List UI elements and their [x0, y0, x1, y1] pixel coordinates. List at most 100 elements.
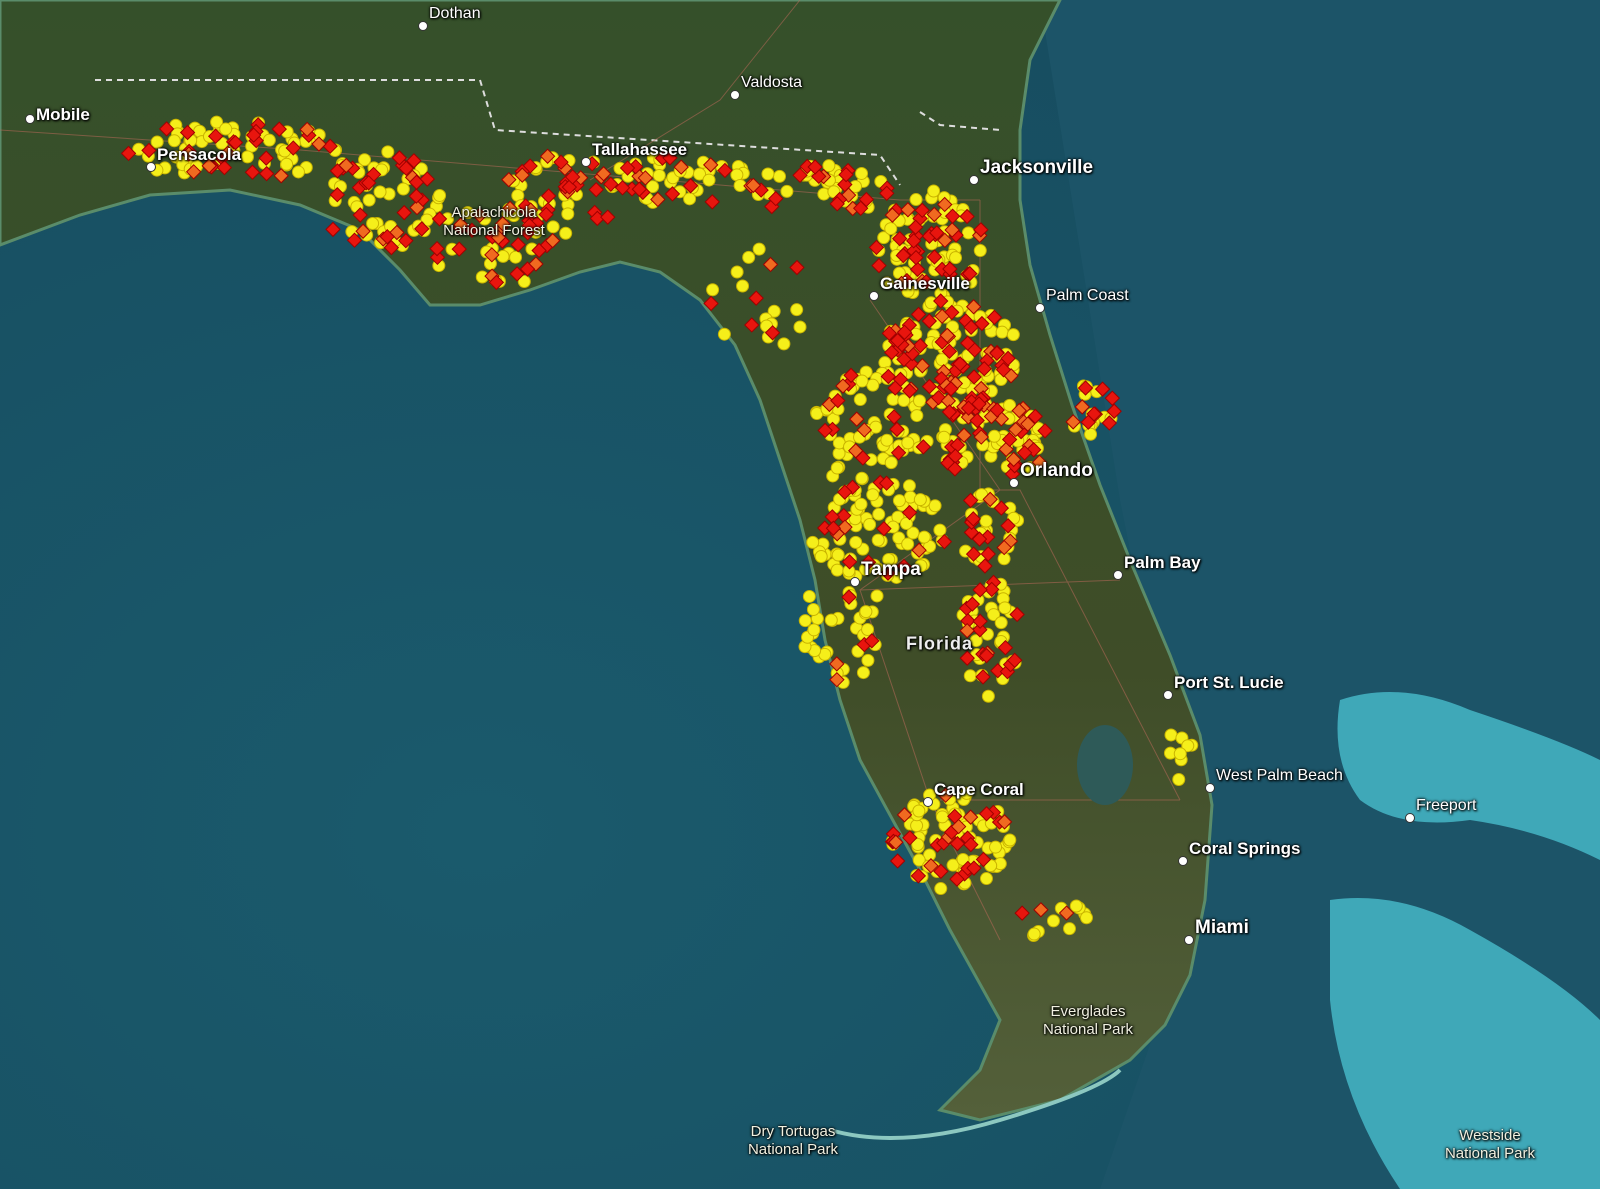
diamond-marker[interactable]: [650, 191, 666, 208]
diamond-marker[interactable]: [495, 216, 511, 232]
circle-marker[interactable]: [902, 479, 916, 493]
circle-marker[interactable]: [933, 523, 947, 537]
circle-marker[interactable]: [866, 378, 880, 392]
circle-marker[interactable]: [767, 304, 781, 318]
diamond-marker[interactable]: [997, 639, 1014, 656]
city-label-palm-bay[interactable]: Palm Bay: [1124, 553, 1201, 572]
diamond-marker[interactable]: [944, 208, 961, 224]
circle-marker[interactable]: [706, 283, 720, 297]
diamond-marker[interactable]: [895, 247, 911, 264]
diamond-marker[interactable]: [181, 146, 197, 162]
circle-marker[interactable]: [362, 193, 376, 207]
diamond-marker[interactable]: [553, 154, 569, 170]
circle-marker[interactable]: [1003, 398, 1017, 412]
diamond-marker[interactable]: [352, 207, 368, 223]
circle-marker[interactable]: [546, 220, 560, 234]
diamond-marker[interactable]: [595, 166, 612, 182]
diamond-marker[interactable]: [501, 171, 517, 188]
diamond-marker[interactable]: [942, 261, 958, 277]
diamond-marker[interactable]: [673, 159, 689, 175]
diamond-marker[interactable]: [408, 174, 425, 190]
diamond-marker[interactable]: [830, 392, 846, 409]
diamond-marker[interactable]: [962, 265, 978, 282]
diamond-marker[interactable]: [889, 853, 906, 869]
diamond-marker[interactable]: [860, 554, 877, 570]
diamond-marker[interactable]: [837, 519, 853, 535]
diamond-marker[interactable]: [996, 814, 1013, 830]
city-label-gainesville[interactable]: Gainesville: [880, 274, 970, 293]
circle-marker[interactable]: [761, 167, 775, 181]
circle-marker[interactable]: [702, 173, 716, 187]
circle-marker[interactable]: [979, 872, 993, 886]
circle-marker[interactable]: [1084, 427, 1098, 441]
diamond-marker[interactable]: [901, 383, 918, 399]
diamond-marker[interactable]: [996, 539, 1012, 556]
diamond-marker[interactable]: [896, 351, 912, 368]
diamond-marker[interactable]: [993, 500, 1010, 516]
circle-marker[interactable]: [780, 184, 794, 198]
diamond-marker[interactable]: [603, 176, 619, 192]
diamond-marker[interactable]: [1031, 454, 1048, 471]
diamond-marker[interactable]: [244, 164, 261, 180]
diamond-marker[interactable]: [764, 325, 781, 341]
diamond-marker[interactable]: [1001, 431, 1018, 448]
circle-marker[interactable]: [373, 185, 387, 199]
diamond-marker[interactable]: [1086, 406, 1102, 422]
diamond-marker[interactable]: [789, 259, 805, 276]
circle-marker[interactable]: [777, 337, 791, 351]
circle-marker[interactable]: [937, 430, 951, 444]
circle-marker[interactable]: [866, 488, 880, 502]
diamond-marker[interactable]: [338, 157, 354, 174]
circle-marker[interactable]: [433, 188, 447, 202]
diamond-marker[interactable]: [258, 150, 274, 166]
diamond-marker[interactable]: [849, 411, 865, 427]
city-label-cape-coral[interactable]: Cape Coral: [934, 780, 1024, 799]
diamond-marker[interactable]: [748, 290, 764, 306]
diamond-marker[interactable]: [431, 211, 448, 227]
city-label-tallahassee[interactable]: Tallahassee: [592, 140, 688, 159]
diamond-marker[interactable]: [360, 175, 377, 191]
circle-marker[interactable]: [913, 394, 927, 408]
circle-marker[interactable]: [814, 549, 828, 563]
circle-marker[interactable]: [853, 393, 867, 407]
circle-marker[interactable]: [646, 180, 660, 194]
diamond-marker[interactable]: [220, 145, 236, 161]
circle-marker[interactable]: [956, 853, 970, 867]
diamond-marker[interactable]: [975, 851, 992, 868]
circle-marker[interactable]: [280, 157, 294, 171]
diamond-marker[interactable]: [841, 554, 858, 570]
diamond-marker[interactable]: [962, 492, 979, 509]
diamond-marker[interactable]: [807, 159, 823, 175]
circle-marker[interactable]: [517, 274, 531, 288]
diamond-marker[interactable]: [1007, 652, 1023, 669]
diamond-marker[interactable]: [207, 128, 224, 144]
diamond-marker[interactable]: [379, 228, 395, 245]
diamond-marker[interactable]: [519, 225, 536, 241]
circle-marker[interactable]: [1069, 899, 1083, 913]
diamond-marker[interactable]: [768, 190, 784, 207]
circle-marker[interactable]: [806, 535, 820, 549]
circle-marker[interactable]: [861, 623, 875, 637]
diamond-marker[interactable]: [966, 860, 982, 876]
circle-marker[interactable]: [880, 433, 894, 447]
diamond-marker[interactable]: [329, 187, 346, 203]
city-label-freeport[interactable]: Freeport: [1416, 797, 1477, 814]
diamond-marker[interactable]: [926, 206, 942, 223]
diamond-marker[interactable]: [817, 422, 833, 439]
diamond-marker[interactable]: [521, 217, 538, 234]
diamond-marker[interactable]: [453, 217, 469, 233]
circle-marker[interactable]: [901, 436, 915, 450]
diamond-marker[interactable]: [910, 306, 927, 323]
diamond-marker[interactable]: [1016, 445, 1033, 461]
diamond-marker[interactable]: [519, 261, 536, 277]
diamond-marker[interactable]: [986, 309, 1003, 326]
circle-marker[interactable]: [912, 853, 926, 867]
circle-marker[interactable]: [167, 134, 181, 148]
diamond-marker[interactable]: [939, 327, 955, 344]
diamond-marker[interactable]: [311, 136, 327, 152]
diamond-marker[interactable]: [966, 369, 982, 385]
diamond-marker[interactable]: [975, 669, 991, 685]
diamond-marker[interactable]: [564, 169, 581, 185]
diamond-marker[interactable]: [619, 160, 636, 176]
diamond-marker[interactable]: [843, 367, 859, 384]
